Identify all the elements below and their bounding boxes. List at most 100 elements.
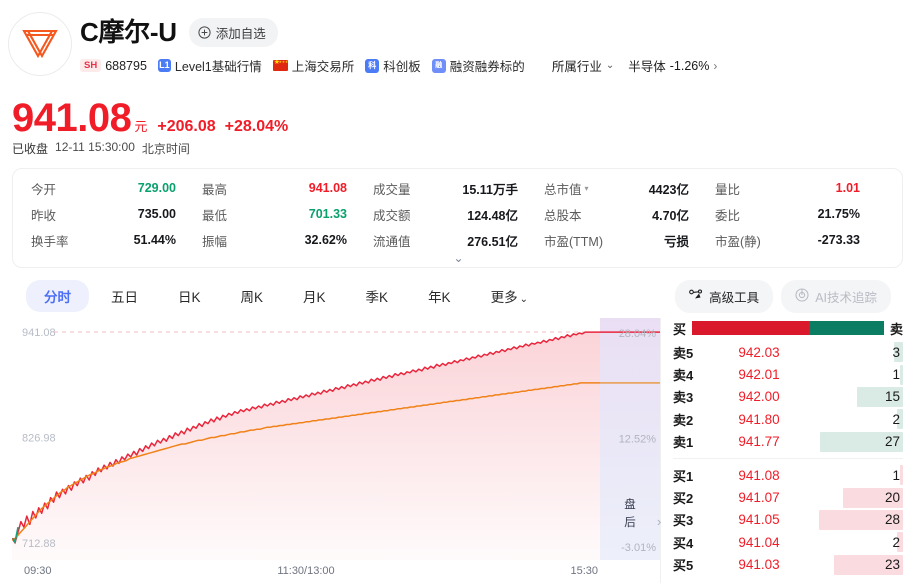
stat-value: 4.70亿 xyxy=(652,208,689,223)
chart-tools: 高级工具 AI技术追踪 xyxy=(675,280,891,313)
tab-0[interactable]: 分时 xyxy=(26,280,89,312)
order-volume: 2 xyxy=(892,411,900,427)
quote-timezone: 北京时间 xyxy=(141,142,190,156)
ai-tracking-button[interactable]: AI技术追踪 xyxy=(781,280,891,313)
tab-7[interactable]: 更多 ⌄ xyxy=(473,280,546,312)
order-volume-bar xyxy=(818,509,903,530)
chevron-down-icon: ⌄ xyxy=(605,60,615,71)
star-board-icon: 科 xyxy=(365,58,380,73)
tab-6[interactable]: 年K xyxy=(410,280,469,312)
quote-price-block: 941.08 元 +206.08 +28.04% xyxy=(12,96,288,140)
order-book-row[interactable]: 买3 941.05 28 xyxy=(673,509,915,531)
tab-label: 季K xyxy=(365,290,389,305)
stat-value: 735.00 xyxy=(137,207,176,221)
stat-key: 市盈(TTM) xyxy=(544,234,604,249)
add-favorite-label: 添加自选 xyxy=(215,26,266,41)
stat-key: 成交量 xyxy=(373,182,411,197)
order-volume: 23 xyxy=(884,557,900,573)
order-book-row[interactable]: 买4 941.04 2 xyxy=(673,531,915,553)
order-book-row[interactable]: 卖2 941.80 2 xyxy=(673,408,915,430)
stat-key: 今开 xyxy=(31,182,57,197)
plus-circle-icon xyxy=(198,25,211,39)
stat-value: 21.75% xyxy=(817,207,860,221)
sell-ratio-segment xyxy=(809,321,884,335)
order-volume-bar xyxy=(842,487,903,508)
tab-1[interactable]: 五日 xyxy=(93,280,156,312)
order-level-label: 买5 xyxy=(673,558,694,574)
order-price: 941.08 xyxy=(738,467,780,483)
expand-order-book-arrow[interactable]: › xyxy=(657,514,662,529)
order-level-label: 卖5 xyxy=(673,345,694,361)
advanced-tools-button[interactable]: 高级工具 xyxy=(675,280,774,313)
tab-label: 更多 xyxy=(490,290,518,305)
order-book-row[interactable]: 买5 941.03 23 xyxy=(673,554,915,576)
order-book-ratio: 买 卖 xyxy=(673,318,915,338)
y-axis-tick-left: 941.08 xyxy=(22,327,56,339)
order-book-row[interactable]: 买1 941.08 1 xyxy=(673,464,915,486)
price-line xyxy=(12,331,600,544)
chart-tabbar: 分时 五日 日K 周K 月K 季K 年K 更多 ⌄ 高级工具 xyxy=(12,278,903,314)
tab-3[interactable]: 周K xyxy=(223,280,282,312)
order-volume-bar xyxy=(896,409,903,430)
order-level-label: 卖1 xyxy=(673,435,694,451)
order-volume-bar xyxy=(820,431,903,452)
order-volume-cell: 23 xyxy=(817,554,903,575)
sell-side-label: 卖 xyxy=(889,321,903,337)
order-book-row[interactable]: 卖1 941.77 27 xyxy=(673,431,915,453)
margin-badge: 融 融资融券标的 xyxy=(431,56,525,75)
after-hours-band xyxy=(600,318,660,560)
order-volume-cell: 3 xyxy=(817,342,903,363)
order-book-row[interactable]: 卖3 942.00 15 xyxy=(673,386,915,408)
stat-value: 4423亿 xyxy=(648,182,689,197)
stat-value: 亏损 xyxy=(663,234,689,249)
advanced-tools-label: 高级工具 xyxy=(709,291,760,305)
order-volume-cell: 1 xyxy=(817,465,903,486)
ask-rows: 卖5 942.03 3 卖4 942.01 1 卖3 942.00 15 卖2 941.80 2 卖1 9… xyxy=(673,341,915,453)
tab-label: 月K xyxy=(303,290,326,305)
board-badge: 科 科创板 xyxy=(365,56,421,75)
expand-stats-button[interactable]: ⌄ xyxy=(453,251,464,265)
title-row: C摩尔-U 添加自选 xyxy=(80,16,278,48)
level-badge[interactable]: L1 Level1基础行情 xyxy=(157,56,262,75)
china-flag-icon xyxy=(272,60,288,71)
order-book-divider xyxy=(673,457,903,459)
x-axis-tick: 09:30 xyxy=(24,565,52,577)
tab-4[interactable]: 月K xyxy=(285,280,344,312)
order-volume-bar xyxy=(856,386,903,407)
order-book-row[interactable]: 买2 941.07 20 xyxy=(673,486,915,508)
industry-dropdown[interactable]: 所属行业 ⌄ xyxy=(552,56,614,75)
tab-label: 年K xyxy=(428,290,451,305)
tab-2[interactable]: 日K xyxy=(160,280,219,312)
order-book-row[interactable]: 卖5 942.03 3 xyxy=(673,341,915,363)
chevron-right-icon: › xyxy=(713,58,718,73)
tab-label: 五日 xyxy=(111,290,138,305)
ai-tracking-label: AI技术追踪 xyxy=(815,291,877,305)
intraday-chart[interactable]: 941.08 826.98 712.88 28.04% 12.52% -3.01% 盘后 09… xyxy=(12,318,660,583)
radar-icon xyxy=(795,288,809,305)
currency-unit: 元 xyxy=(134,119,148,134)
caret-down-icon[interactable]: ▾ xyxy=(584,183,589,193)
board-label: 科创板 xyxy=(383,60,421,74)
average-price-line xyxy=(12,382,600,541)
node-graph-icon xyxy=(689,289,703,304)
order-volume: 20 xyxy=(884,490,900,506)
industry-change: -1.26% xyxy=(669,58,710,73)
chart-tabs: 分时 五日 日K 周K 月K 季K 年K 更多 ⌄ xyxy=(12,278,903,314)
industry-link[interactable]: 半导体 -1.26% › xyxy=(628,56,717,75)
order-book-row[interactable]: 卖4 942.01 1 xyxy=(673,363,915,385)
stat-value: 1.01 xyxy=(835,181,860,195)
industry-name: 半导体 xyxy=(628,60,666,74)
market-status-row: 已收盘 12-11 15:30:00 北京时间 xyxy=(12,140,190,157)
add-favorite-button[interactable]: 添加自选 xyxy=(188,17,278,47)
order-level-label: 卖4 xyxy=(673,368,694,384)
order-volume-cell: 2 xyxy=(817,409,903,430)
margin-trading-icon: 融 xyxy=(431,58,446,73)
stat-value: 701.33 xyxy=(308,207,347,221)
tab-5[interactable]: 季K xyxy=(348,280,407,312)
market-status: 已收盘 xyxy=(12,142,49,156)
order-price: 942.00 xyxy=(738,389,780,405)
order-volume: 2 xyxy=(892,534,900,550)
order-level-label: 卖3 xyxy=(673,390,694,406)
price-change-percent: +28.04% xyxy=(224,118,289,135)
